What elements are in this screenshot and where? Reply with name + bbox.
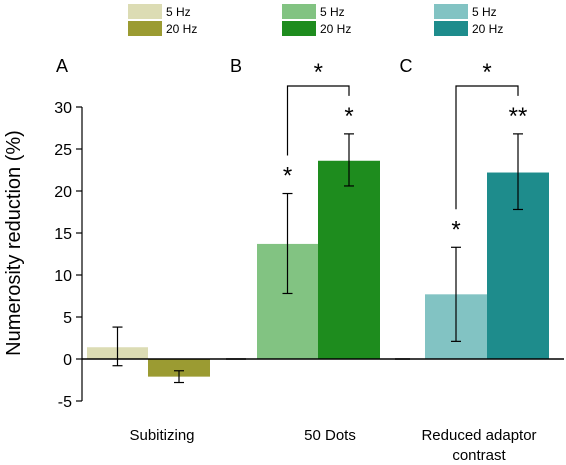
category-label-a: Subitizing xyxy=(129,427,194,444)
panel-letter-b: B xyxy=(230,56,242,76)
significance-star-b-5hz: * xyxy=(283,163,292,190)
significance-bracket-b xyxy=(286,85,350,156)
y-tick-label: 15 xyxy=(54,226,72,243)
error-bar-c-5hz xyxy=(451,246,461,342)
significance-bracket-c xyxy=(455,85,519,210)
category-label-b: 50 Dots xyxy=(304,427,356,444)
legend-a-swatch-20hz xyxy=(128,21,162,36)
legend-b-swatch-20hz xyxy=(282,21,316,36)
error-bar-b-5hz xyxy=(282,192,293,295)
legend-a-label-5hz: 5 Hz xyxy=(166,5,191,19)
bars xyxy=(82,160,564,377)
y-tick-label: 0 xyxy=(63,352,72,369)
legend-a: 5 Hz 20 Hz xyxy=(128,4,197,36)
bracket-star-b: * xyxy=(314,59,323,86)
panel-letter-c: C xyxy=(400,56,413,76)
error-bar-a-20hz xyxy=(174,370,184,384)
category-label-c-line2: contrast xyxy=(452,447,506,464)
bar-a-20hz xyxy=(148,359,210,377)
bar-b-20hz xyxy=(318,160,380,359)
legend-c-label-20hz: 20 Hz xyxy=(472,22,503,36)
legend-c-label-5hz: 5 Hz xyxy=(472,5,497,19)
y-tick-label: 25 xyxy=(54,142,72,159)
significance-star-b-20hz: * xyxy=(344,103,353,130)
error-bar-a-5hz xyxy=(112,326,123,367)
error-bar-c-20hz xyxy=(513,133,523,211)
annotations: ******* xyxy=(112,59,528,384)
y-tick-label: 5 xyxy=(63,310,72,327)
legend-a-label-20hz: 20 Hz xyxy=(166,22,197,36)
legend-a-swatch-5hz xyxy=(128,4,162,19)
y-tick-label: 20 xyxy=(54,184,72,201)
panel-letter-a: A xyxy=(56,56,68,76)
category-label-c-line1: Reduced adaptor xyxy=(421,427,536,444)
y-axis-label: Numerosity reduction (%) xyxy=(3,130,25,356)
legend-b-swatch-5hz xyxy=(282,4,316,19)
legend-b-label-20hz: 20 Hz xyxy=(320,22,351,36)
significance-star-c-5hz: * xyxy=(451,216,460,243)
legend-c-swatch-20hz xyxy=(434,21,468,36)
bracket-star-c: * xyxy=(482,59,491,86)
legend-c-swatch-5hz xyxy=(434,4,468,19)
y-tick-label: 30 xyxy=(54,100,72,117)
legend-b-label-5hz: 5 Hz xyxy=(320,5,345,19)
significance-star-c-20hz: ** xyxy=(509,103,528,130)
y-tick-label: -5 xyxy=(58,394,72,411)
legend-b: 5 Hz 20 Hz xyxy=(282,4,351,36)
legend-c: 5 Hz 20 Hz xyxy=(434,4,503,36)
y-tick-label: 10 xyxy=(54,268,72,285)
y-axis: -5 0 5 10 15 20 25 30 xyxy=(54,100,83,411)
error-bar-b-20hz xyxy=(344,133,354,187)
